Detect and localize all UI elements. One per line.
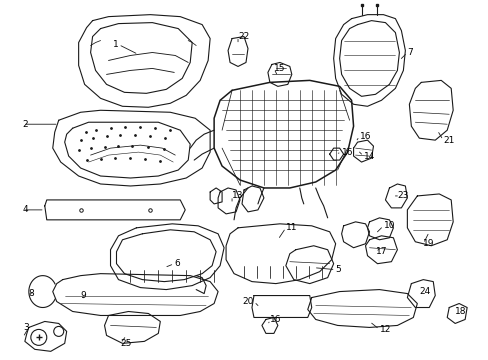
Text: 21: 21	[442, 136, 454, 145]
Text: 22: 22	[238, 32, 249, 41]
Text: 16: 16	[269, 315, 281, 324]
Text: 24: 24	[419, 287, 430, 296]
Text: 11: 11	[285, 223, 297, 232]
Text: 8: 8	[29, 289, 35, 298]
Text: 18: 18	[454, 307, 466, 316]
Text: 10: 10	[383, 221, 394, 230]
Text: 1: 1	[113, 40, 118, 49]
Text: 2: 2	[23, 120, 28, 129]
Text: 14: 14	[363, 152, 374, 161]
Text: 5: 5	[335, 265, 341, 274]
Text: 25: 25	[120, 339, 132, 348]
Text: 23: 23	[397, 192, 408, 201]
Text: 7: 7	[407, 48, 412, 57]
Text: 17: 17	[375, 247, 386, 256]
Text: 15: 15	[273, 64, 285, 73]
Text: 16: 16	[341, 148, 352, 157]
Text: 6: 6	[174, 259, 180, 268]
Text: 12: 12	[379, 325, 390, 334]
Text: 4: 4	[23, 206, 28, 215]
Text: 3: 3	[23, 323, 29, 332]
Text: 20: 20	[242, 297, 253, 306]
Text: 16: 16	[359, 132, 370, 141]
Text: 9: 9	[81, 291, 86, 300]
Text: 19: 19	[423, 239, 434, 248]
Text: 13: 13	[232, 192, 243, 201]
